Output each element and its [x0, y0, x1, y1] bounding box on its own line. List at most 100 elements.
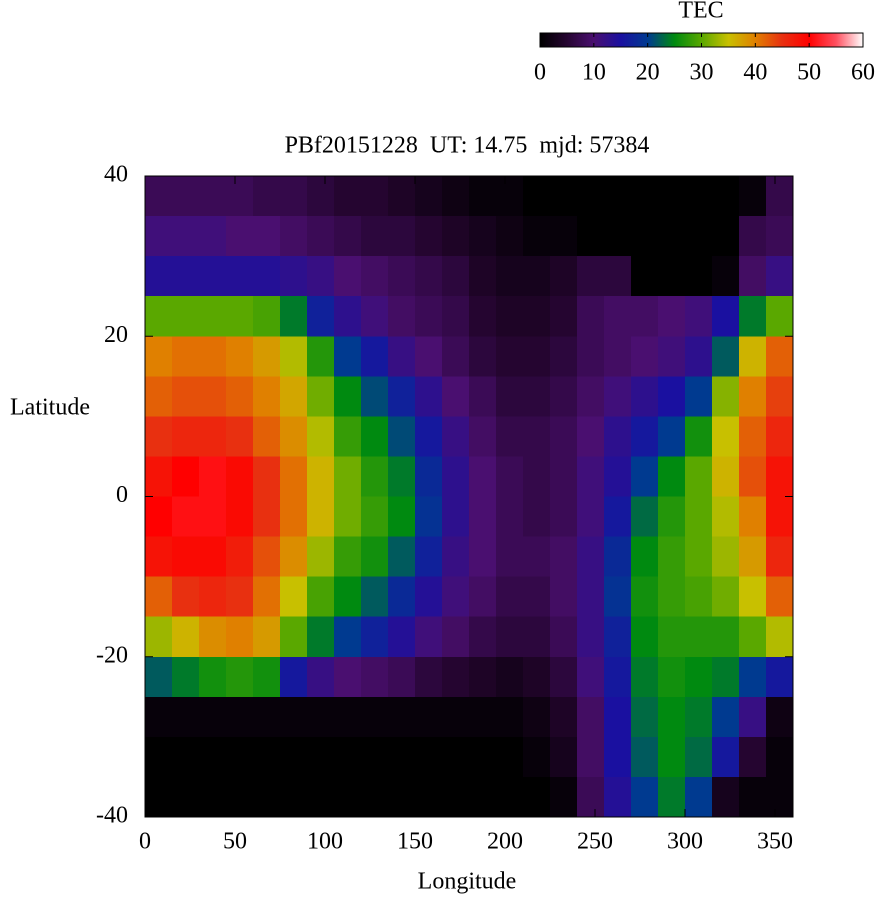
- heatmap-cell: [739, 296, 767, 337]
- heatmap-cell: [685, 376, 713, 417]
- heatmap-cell: [523, 536, 551, 578]
- heatmap-cell: [469, 296, 497, 337]
- heatmap-cell: [388, 776, 416, 818]
- heatmap-cell: [307, 576, 335, 618]
- heatmap-cell: [172, 176, 200, 217]
- heatmap-cell: [388, 216, 416, 257]
- heatmap-cell: [739, 776, 767, 818]
- heatmap-cell: [361, 216, 389, 257]
- heatmap-cell: [442, 696, 470, 738]
- heatmap-cell: [469, 416, 497, 457]
- heatmap-cell: [658, 696, 686, 738]
- heatmap-cell: [442, 736, 470, 778]
- heatmap-cell: [334, 536, 362, 578]
- heatmap-cell: [145, 336, 173, 377]
- heatmap-cell: [631, 256, 659, 297]
- heatmap-cell: [523, 376, 551, 417]
- heatmap-cell: [253, 216, 281, 257]
- heatmap-cell: [226, 576, 254, 618]
- heatmap-cell: [658, 616, 686, 658]
- heatmap-cell: [145, 176, 173, 217]
- heatmap-cell: [226, 176, 254, 217]
- heatmap-cell: [280, 736, 308, 778]
- heatmap-cell: [631, 536, 659, 578]
- heatmap-cell: [253, 776, 281, 818]
- heatmap-cell: [766, 176, 794, 217]
- heatmap-cell: [577, 776, 605, 818]
- heatmap-cell: [631, 416, 659, 457]
- heatmap-cell: [145, 776, 173, 818]
- heatmap-cell: [631, 376, 659, 417]
- heatmap-cell: [388, 296, 416, 337]
- heatmap-cell: [226, 376, 254, 417]
- heatmap-cell: [523, 416, 551, 457]
- heatmap-cell: [496, 256, 524, 297]
- heatmap-cell: [280, 176, 308, 217]
- heatmap-cell: [442, 616, 470, 658]
- heatmap-cell: [172, 696, 200, 738]
- heatmap-cell: [226, 656, 254, 698]
- heatmap-cell: [469, 616, 497, 658]
- heatmap-cell: [199, 736, 227, 778]
- x-tick-label: 150: [397, 829, 433, 855]
- heatmap-cell: [658, 776, 686, 818]
- heatmap-cell: [280, 576, 308, 618]
- heatmap-cell: [658, 256, 686, 297]
- heatmap-cell: [658, 416, 686, 457]
- heatmap-cell: [334, 456, 362, 497]
- heatmap-cell: [685, 696, 713, 738]
- heatmap-cell: [334, 376, 362, 417]
- heatmap-cell: [631, 696, 659, 738]
- heatmap-cell: [631, 496, 659, 538]
- heatmap-cell: [172, 656, 200, 698]
- heatmap-cell: [604, 576, 632, 618]
- heatmap-cell: [307, 776, 335, 818]
- heatmap-cell: [172, 736, 200, 778]
- heatmap-cell: [442, 256, 470, 297]
- heatmap-cell: [496, 696, 524, 738]
- heatmap-cell: [523, 696, 551, 738]
- heatmap-cell: [496, 736, 524, 778]
- heatmap-cell: [145, 496, 173, 538]
- heatmap-cell: [550, 776, 578, 818]
- heatmap-cell: [739, 416, 767, 457]
- heatmap-cell: [199, 216, 227, 257]
- heatmap-cell: [307, 216, 335, 257]
- heatmap-cell: [415, 376, 443, 417]
- heatmap-cell: [739, 736, 767, 778]
- heatmap-cell: [172, 256, 200, 297]
- heatmap-cell: [388, 736, 416, 778]
- heatmap-cell: [496, 776, 524, 818]
- heatmap-cell: [685, 296, 713, 337]
- heatmap-cell: [226, 336, 254, 377]
- heatmap-cell: [145, 616, 173, 658]
- heatmap-cell: [388, 376, 416, 417]
- heatmap-cell: [307, 656, 335, 698]
- heatmap-cell: [253, 296, 281, 337]
- heatmap-cell: [739, 656, 767, 698]
- heatmap-cell: [442, 296, 470, 337]
- heatmap-cell: [685, 176, 713, 217]
- heatmap-cell: [415, 656, 443, 698]
- heatmap-cell: [712, 336, 740, 377]
- heatmap-cell: [226, 776, 254, 818]
- heatmap-cell: [469, 776, 497, 818]
- heatmap-cell: [712, 776, 740, 818]
- heatmap-cell: [469, 696, 497, 738]
- heatmap-cell: [199, 536, 227, 578]
- heatmap-cell: [280, 496, 308, 538]
- heatmap-cell: [739, 176, 767, 217]
- heatmap-cell: [631, 456, 659, 497]
- heatmap-cell: [604, 696, 632, 738]
- heatmap-cell: [712, 176, 740, 217]
- heatmap-cell: [685, 776, 713, 818]
- heatmap-cell: [361, 496, 389, 538]
- heatmap-cell: [280, 416, 308, 457]
- heatmap-cell: [172, 416, 200, 457]
- heatmap-cell: [658, 536, 686, 578]
- heatmap-cell: [172, 576, 200, 618]
- heatmap-cell: [469, 216, 497, 257]
- heatmap-cell: [361, 616, 389, 658]
- heatmap-cell: [577, 216, 605, 257]
- heatmap-cell: [280, 776, 308, 818]
